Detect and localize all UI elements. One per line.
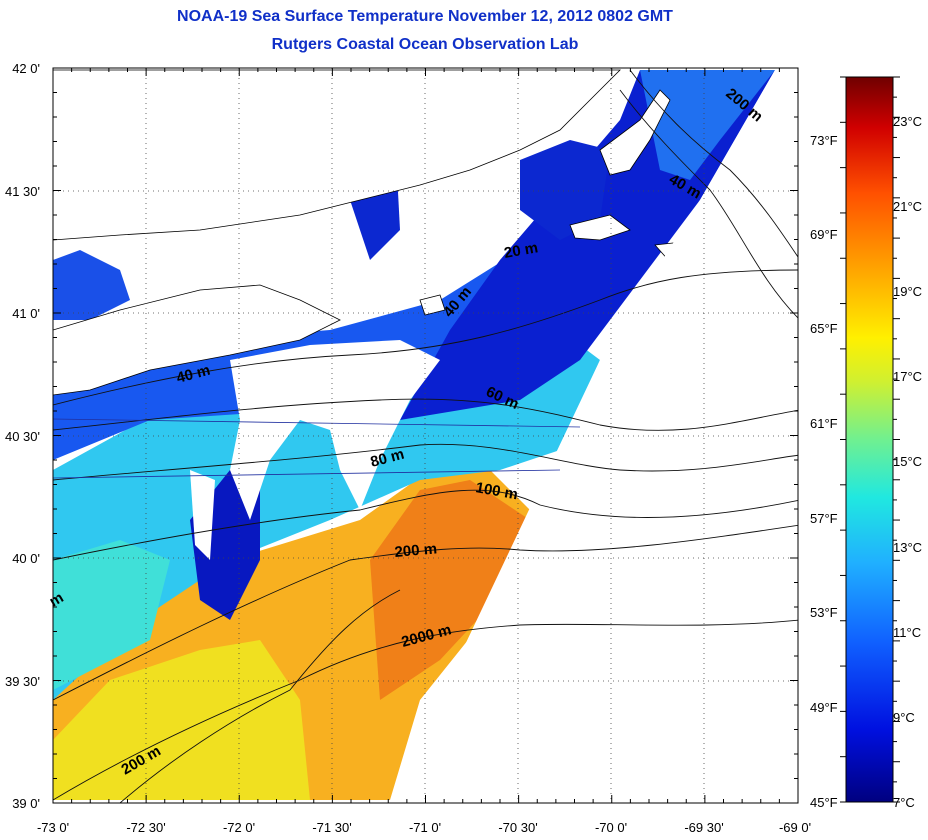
y-tick-label: 40 30' (5, 429, 40, 444)
x-tick-label: -70 30' (498, 820, 537, 835)
colorbar-ticks (840, 76, 900, 803)
colorbar (845, 76, 894, 803)
sst-swath-orange (370, 480, 530, 700)
sst-swath-cyan-low (53, 540, 170, 690)
fahrenheit-label: 53°F (810, 605, 838, 620)
map-title: NOAA-19 Sea Surface Temperature November… (177, 8, 673, 25)
celsius-label: 23°C (893, 114, 922, 129)
fahrenheit-label: 73°F (810, 133, 838, 148)
x-tick-label: -69 30' (684, 820, 723, 835)
x-tick-label: -69 0' (779, 820, 811, 835)
axis-ticks (52, 67, 799, 804)
celsius-label: 7°C (893, 795, 915, 810)
y-tick-label: 39 30' (5, 674, 40, 689)
celsius-label: 11°C (893, 625, 921, 640)
x-tick-label: -70 0' (595, 820, 627, 835)
cloud-mask-2 (190, 470, 215, 560)
land-mainland (53, 69, 621, 241)
x-axis-labels: -73 0' -72 30' -72 0' -71 30' -71 0' -70… (37, 820, 811, 835)
celsius-label: 15°C (893, 454, 922, 469)
land-marthas-vineyard (569, 214, 631, 241)
land-cape-cod (599, 89, 671, 176)
y-tick-label: 39 0' (12, 796, 40, 811)
colorbar-celsius-labels: 23°C 21°C 19°C 17°C 15°C 13°C 11°C 9°C 7… (893, 114, 922, 810)
fahrenheit-label: 45°F (810, 795, 838, 810)
y-tick-label: 42 0' (12, 61, 40, 76)
y-tick-label: 41 0' (12, 306, 40, 321)
x-tick-label: -72 30' (126, 820, 165, 835)
celsius-label: 13°C (893, 540, 922, 555)
sst-patch-ri (520, 140, 610, 240)
celsius-label: 19°C (893, 284, 922, 299)
fahrenheit-label: 57°F (810, 511, 838, 526)
x-tick-label: -72 0' (223, 820, 255, 835)
cloud-mask (230, 340, 440, 520)
fahrenheit-label: 61°F (810, 416, 838, 431)
sst-swath-cyan (53, 330, 600, 700)
sst-swath-blue (53, 220, 620, 460)
celsius-label: 17°C (893, 369, 922, 384)
fahrenheit-label: 69°F (810, 227, 838, 242)
contour-label: 200 m (394, 540, 438, 561)
y-axis-labels: 39 0' 39 30' 40 0' 40 30' 41 0' 41 30' 4… (5, 61, 40, 811)
map-grid (53, 68, 798, 803)
reference-lines (53, 418, 581, 479)
colorbar-fahrenheit-labels: 73°F 69°F 65°F 61°F 57°F 53°F 49°F 45°F (810, 133, 838, 810)
outside-swath (390, 70, 798, 803)
y-tick-label: 41 30' (5, 184, 40, 199)
fahrenheit-label: 65°F (810, 321, 838, 336)
map-subtitle: Rutgers Coastal Ocean Observation Lab (271, 36, 579, 53)
celsius-label: 21°C (893, 199, 922, 214)
x-tick-label: -71 30' (312, 820, 351, 835)
y-tick-label: 40 0' (12, 551, 40, 566)
sst-swath-yellow (53, 640, 310, 800)
bathymetry-contours (53, 69, 798, 803)
contour-label: 20 m (503, 239, 540, 262)
land-long-island (53, 284, 341, 396)
land-block-island (419, 294, 446, 316)
x-tick-label: -73 0' (37, 820, 69, 835)
celsius-label: 9°C (893, 710, 915, 725)
sst-patch-ct (53, 250, 130, 320)
fahrenheit-label: 49°F (810, 700, 838, 715)
x-tick-label: -71 0' (409, 820, 441, 835)
